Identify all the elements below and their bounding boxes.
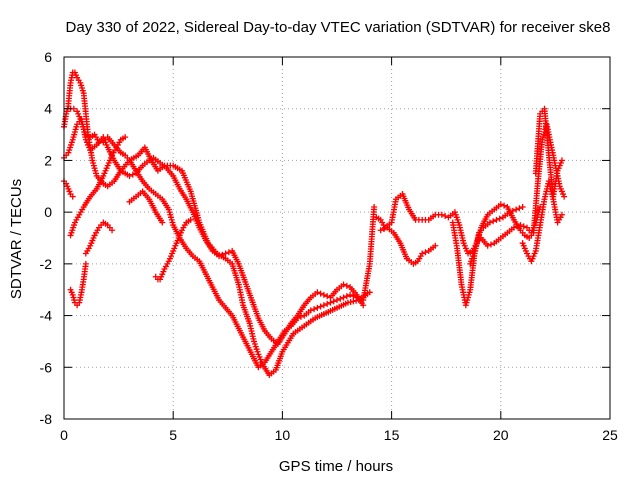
- data-point: [340, 294, 347, 301]
- data-point: [432, 242, 439, 249]
- data-point: [519, 203, 526, 210]
- data-point: [558, 211, 565, 218]
- data-point: [510, 224, 517, 231]
- y-tick-label: 2: [44, 152, 52, 168]
- data-point-interp: [324, 300, 331, 307]
- series-track-g: [82, 219, 116, 257]
- y-axis-label: SDTVAR / TECUs: [8, 179, 25, 299]
- data-point: [360, 302, 367, 309]
- series-track-h: [126, 188, 166, 226]
- data-point: [438, 211, 445, 218]
- data-point: [216, 253, 223, 260]
- series-track-d: [61, 178, 76, 200]
- series-track-f: [67, 260, 89, 309]
- data-point: [371, 203, 378, 210]
- series-track-b: [65, 69, 373, 379]
- data-point: [82, 260, 89, 267]
- y-tick-label: -2: [40, 256, 53, 272]
- plot-frame: [63, 56, 611, 420]
- series-track-c: [61, 116, 367, 348]
- data-point-interp: [520, 223, 527, 230]
- data-point: [558, 157, 565, 164]
- data-point: [484, 242, 491, 249]
- series-track-n: [532, 105, 565, 200]
- data-point-interp: [501, 202, 508, 209]
- data-point: [314, 289, 321, 296]
- x-tick-label: 0: [60, 427, 68, 443]
- y-tick-label: 6: [44, 49, 52, 65]
- data-point-interp: [317, 290, 324, 297]
- y-tick-label: 0: [44, 204, 52, 220]
- data-point-interp: [343, 282, 350, 289]
- data-point: [69, 193, 76, 200]
- data-point: [327, 299, 334, 306]
- data-point: [561, 193, 568, 200]
- data-point-interp: [496, 215, 503, 222]
- data-point-interp: [225, 249, 232, 256]
- data-point-interp: [487, 241, 494, 248]
- data-point-interp: [317, 303, 324, 310]
- data-point: [314, 304, 321, 311]
- data-point: [109, 227, 116, 234]
- data-point-interp: [337, 295, 344, 302]
- data-point-interp: [422, 249, 429, 256]
- chart-title: Day 330 of 2022, Sidereal Day-to-day VTE…: [66, 19, 611, 36]
- series-track-j: [373, 191, 544, 257]
- data-point: [340, 281, 347, 288]
- data-point: [366, 289, 373, 296]
- data-point-interp: [490, 218, 497, 225]
- data-point-interp: [219, 251, 226, 258]
- data-point-interp: [129, 171, 136, 178]
- y-tick-label: -8: [40, 411, 53, 427]
- data-point: [486, 219, 493, 226]
- data-point: [347, 291, 354, 298]
- data-point: [513, 206, 520, 213]
- data-point: [187, 216, 194, 223]
- data-point: [222, 250, 229, 257]
- series-track-e: [67, 134, 129, 239]
- y-tick-label: -4: [40, 308, 53, 324]
- series-track-a: [61, 103, 378, 371]
- data-point: [122, 134, 129, 141]
- data-point: [493, 216, 500, 223]
- series-track-o: [519, 178, 565, 265]
- series-track-k: [377, 224, 439, 267]
- data-point: [377, 227, 384, 234]
- data-point: [320, 302, 327, 309]
- x-tick-label: 10: [275, 427, 291, 443]
- series-track-i: [152, 216, 194, 283]
- data-point-interp: [350, 293, 357, 300]
- data-point-interp: [380, 225, 387, 232]
- data-point-interp: [311, 306, 318, 313]
- data-point: [159, 219, 166, 226]
- y-tick-label: -6: [40, 359, 53, 375]
- x-tick-label: 5: [169, 427, 177, 443]
- data-point-interp: [516, 205, 523, 212]
- y-tick-label: 4: [44, 101, 52, 117]
- axis-ticks: 0 5 10 15 20 25 -8 -6 -4 -2 0 2 4 6: [40, 49, 618, 443]
- x-tick-label: 20: [493, 427, 509, 443]
- data-point-interp: [330, 298, 337, 305]
- data-point-interp: [343, 293, 350, 300]
- data-point: [320, 291, 327, 298]
- x-tick-label: 15: [384, 427, 400, 443]
- data-point: [334, 297, 340, 304]
- x-tick-label: 25: [602, 427, 618, 443]
- data-points: [61, 69, 568, 379]
- data-point: [126, 172, 133, 179]
- data-point-interp: [442, 213, 449, 220]
- x-axis-label: GPS time / hours: [279, 458, 393, 475]
- data-point: [419, 250, 426, 257]
- data-point: [497, 201, 504, 208]
- data-point: [307, 307, 314, 314]
